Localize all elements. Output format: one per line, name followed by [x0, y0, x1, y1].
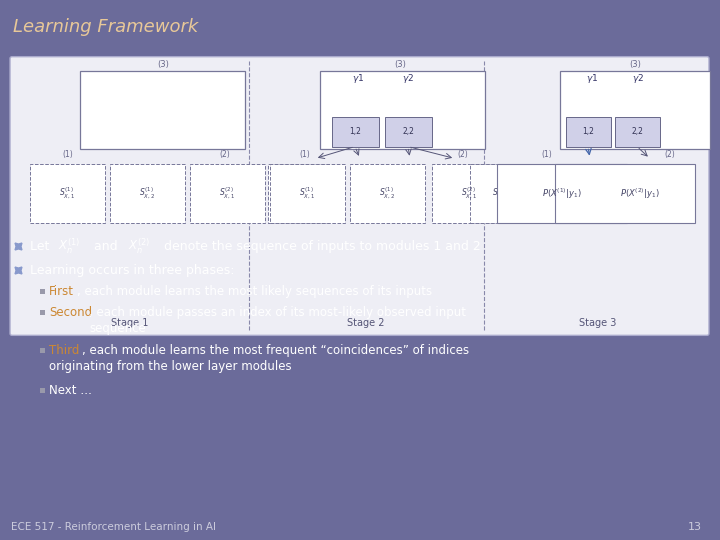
Bar: [615, 117, 660, 146]
Text: $S^{(1)}_{X,1}$: $S^{(1)}_{X,1}$: [299, 186, 315, 201]
Text: $S^{(2)}_{X,2}$: $S^{(2)}_{X,2}$: [290, 186, 306, 201]
Text: (3): (3): [157, 59, 169, 69]
Text: (2): (2): [458, 150, 469, 159]
Bar: [555, 164, 695, 224]
Bar: [190, 164, 265, 224]
Text: 1,2: 1,2: [582, 127, 594, 136]
Text: $P(X^{(2)}|y_1)$: $P(X^{(2)}|y_1)$: [620, 186, 660, 201]
Text: denote the sequence of inputs to modules 1 and 2: denote the sequence of inputs to modules…: [160, 240, 481, 253]
FancyBboxPatch shape: [10, 57, 709, 335]
Bar: [268, 164, 328, 224]
Text: 1,2: 1,2: [349, 127, 361, 136]
Bar: [110, 164, 185, 224]
Bar: [432, 164, 507, 224]
Text: Third: Third: [49, 344, 79, 357]
Text: First: First: [49, 285, 74, 298]
Text: Second: Second: [49, 306, 92, 319]
Bar: [385, 117, 432, 146]
Text: 13: 13: [688, 522, 702, 532]
Text: originating from the lower layer modules: originating from the lower layer modules: [49, 360, 292, 373]
Bar: [270, 164, 345, 224]
Bar: [470, 164, 530, 224]
Text: $\gamma$2: $\gamma$2: [632, 72, 644, 85]
Text: $X_n^{(2)}$: $X_n^{(2)}$: [128, 237, 150, 256]
Text: (2): (2): [665, 150, 675, 159]
Text: $S^{(2)}_{X,1}$: $S^{(2)}_{X,1}$: [219, 186, 235, 201]
Text: sequence: sequence: [89, 322, 145, 335]
Text: (3): (3): [629, 59, 641, 69]
Bar: [30, 164, 105, 224]
Bar: [332, 117, 379, 146]
Text: and: and: [90, 240, 122, 253]
Text: $S^{(2)}_{X,1}$: $S^{(2)}_{X,1}$: [461, 186, 477, 201]
Text: $\gamma$1: $\gamma$1: [352, 72, 364, 85]
Bar: [560, 71, 710, 148]
Text: $\gamma$2: $\gamma$2: [402, 72, 414, 85]
Text: ECE 517 - Reinforcement Learning in AI: ECE 517 - Reinforcement Learning in AI: [11, 522, 216, 532]
Bar: [40, 289, 45, 294]
Text: 2,2: 2,2: [402, 127, 414, 136]
Text: (3): (3): [394, 59, 406, 69]
Text: $\gamma$1: $\gamma$1: [586, 72, 598, 85]
Text: $P(X^{(1)}|y_1)$: $P(X^{(1)}|y_1)$: [542, 186, 582, 201]
Bar: [40, 310, 45, 315]
Bar: [40, 388, 45, 393]
Bar: [80, 71, 245, 148]
Text: Stage 3: Stage 3: [580, 319, 617, 328]
Text: , each module passes an index of its most-likely observed input: , each module passes an index of its mos…: [89, 306, 466, 319]
Text: $S^{(2)}_{X,2}$: $S^{(2)}_{X,2}$: [492, 186, 508, 201]
Text: (1): (1): [541, 150, 552, 159]
Text: , each module learns the most likely sequences of its inputs: , each module learns the most likely seq…: [77, 285, 432, 298]
Text: $X_n^{(1)}$: $X_n^{(1)}$: [58, 237, 81, 256]
Text: (1): (1): [300, 150, 310, 159]
Text: (1): (1): [63, 150, 73, 159]
Text: , each module learns the most frequent “coincidences” of indices: , each module learns the most frequent “…: [82, 344, 469, 357]
Bar: [350, 164, 425, 224]
Text: Stage 1: Stage 1: [112, 319, 149, 328]
Text: $S^{(1)}_{X,1}$: $S^{(1)}_{X,1}$: [59, 186, 75, 201]
Text: Stage 2: Stage 2: [347, 319, 384, 328]
Bar: [497, 164, 627, 224]
Text: (2): (2): [220, 150, 230, 159]
Text: 2,2: 2,2: [631, 127, 643, 136]
Text: Next …: Next …: [49, 384, 92, 397]
Text: Learning occurs in three phases:: Learning occurs in three phases:: [30, 264, 235, 277]
Text: Learning Framework: Learning Framework: [13, 18, 198, 36]
Bar: [566, 117, 611, 146]
Text: Let: Let: [30, 240, 53, 253]
Text: $S^{(1)}_{X,2}$: $S^{(1)}_{X,2}$: [379, 186, 395, 201]
Bar: [40, 348, 45, 353]
Text: $S^{(1)}_{X,2}$: $S^{(1)}_{X,2}$: [139, 186, 155, 201]
Bar: [320, 71, 485, 148]
